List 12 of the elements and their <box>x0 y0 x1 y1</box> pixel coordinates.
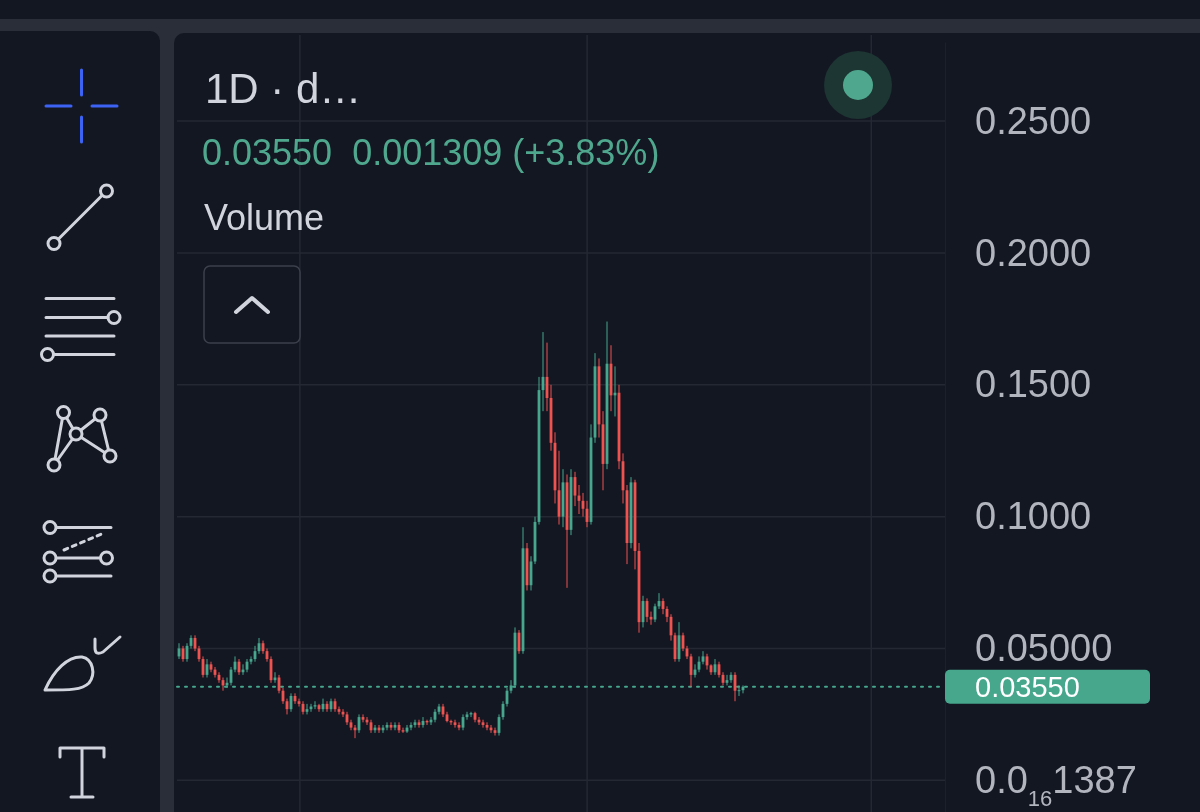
text: 0.03550 0.001309 (+3.83%) <box>202 132 660 173</box>
y-tick-label: 0.2500 <box>975 99 1092 142</box>
y-tick-label: 0.0$_{16}$1387 <box>975 759 1137 811</box>
y-tick-label: 0.1500 <box>975 363 1092 406</box>
y-tick-label: 0.1000 <box>975 495 1092 538</box>
y-tick-label: 0.2000 <box>975 231 1092 274</box>
text: 1D · d… <box>205 65 362 112</box>
candlestick <box>401 727 405 734</box>
y-tick-label: 0.05000 <box>975 627 1113 670</box>
candlestick <box>313 700 317 710</box>
ref-line-label: 0.03550 <box>975 670 1080 703</box>
annotation: Volume <box>204 197 325 238</box>
